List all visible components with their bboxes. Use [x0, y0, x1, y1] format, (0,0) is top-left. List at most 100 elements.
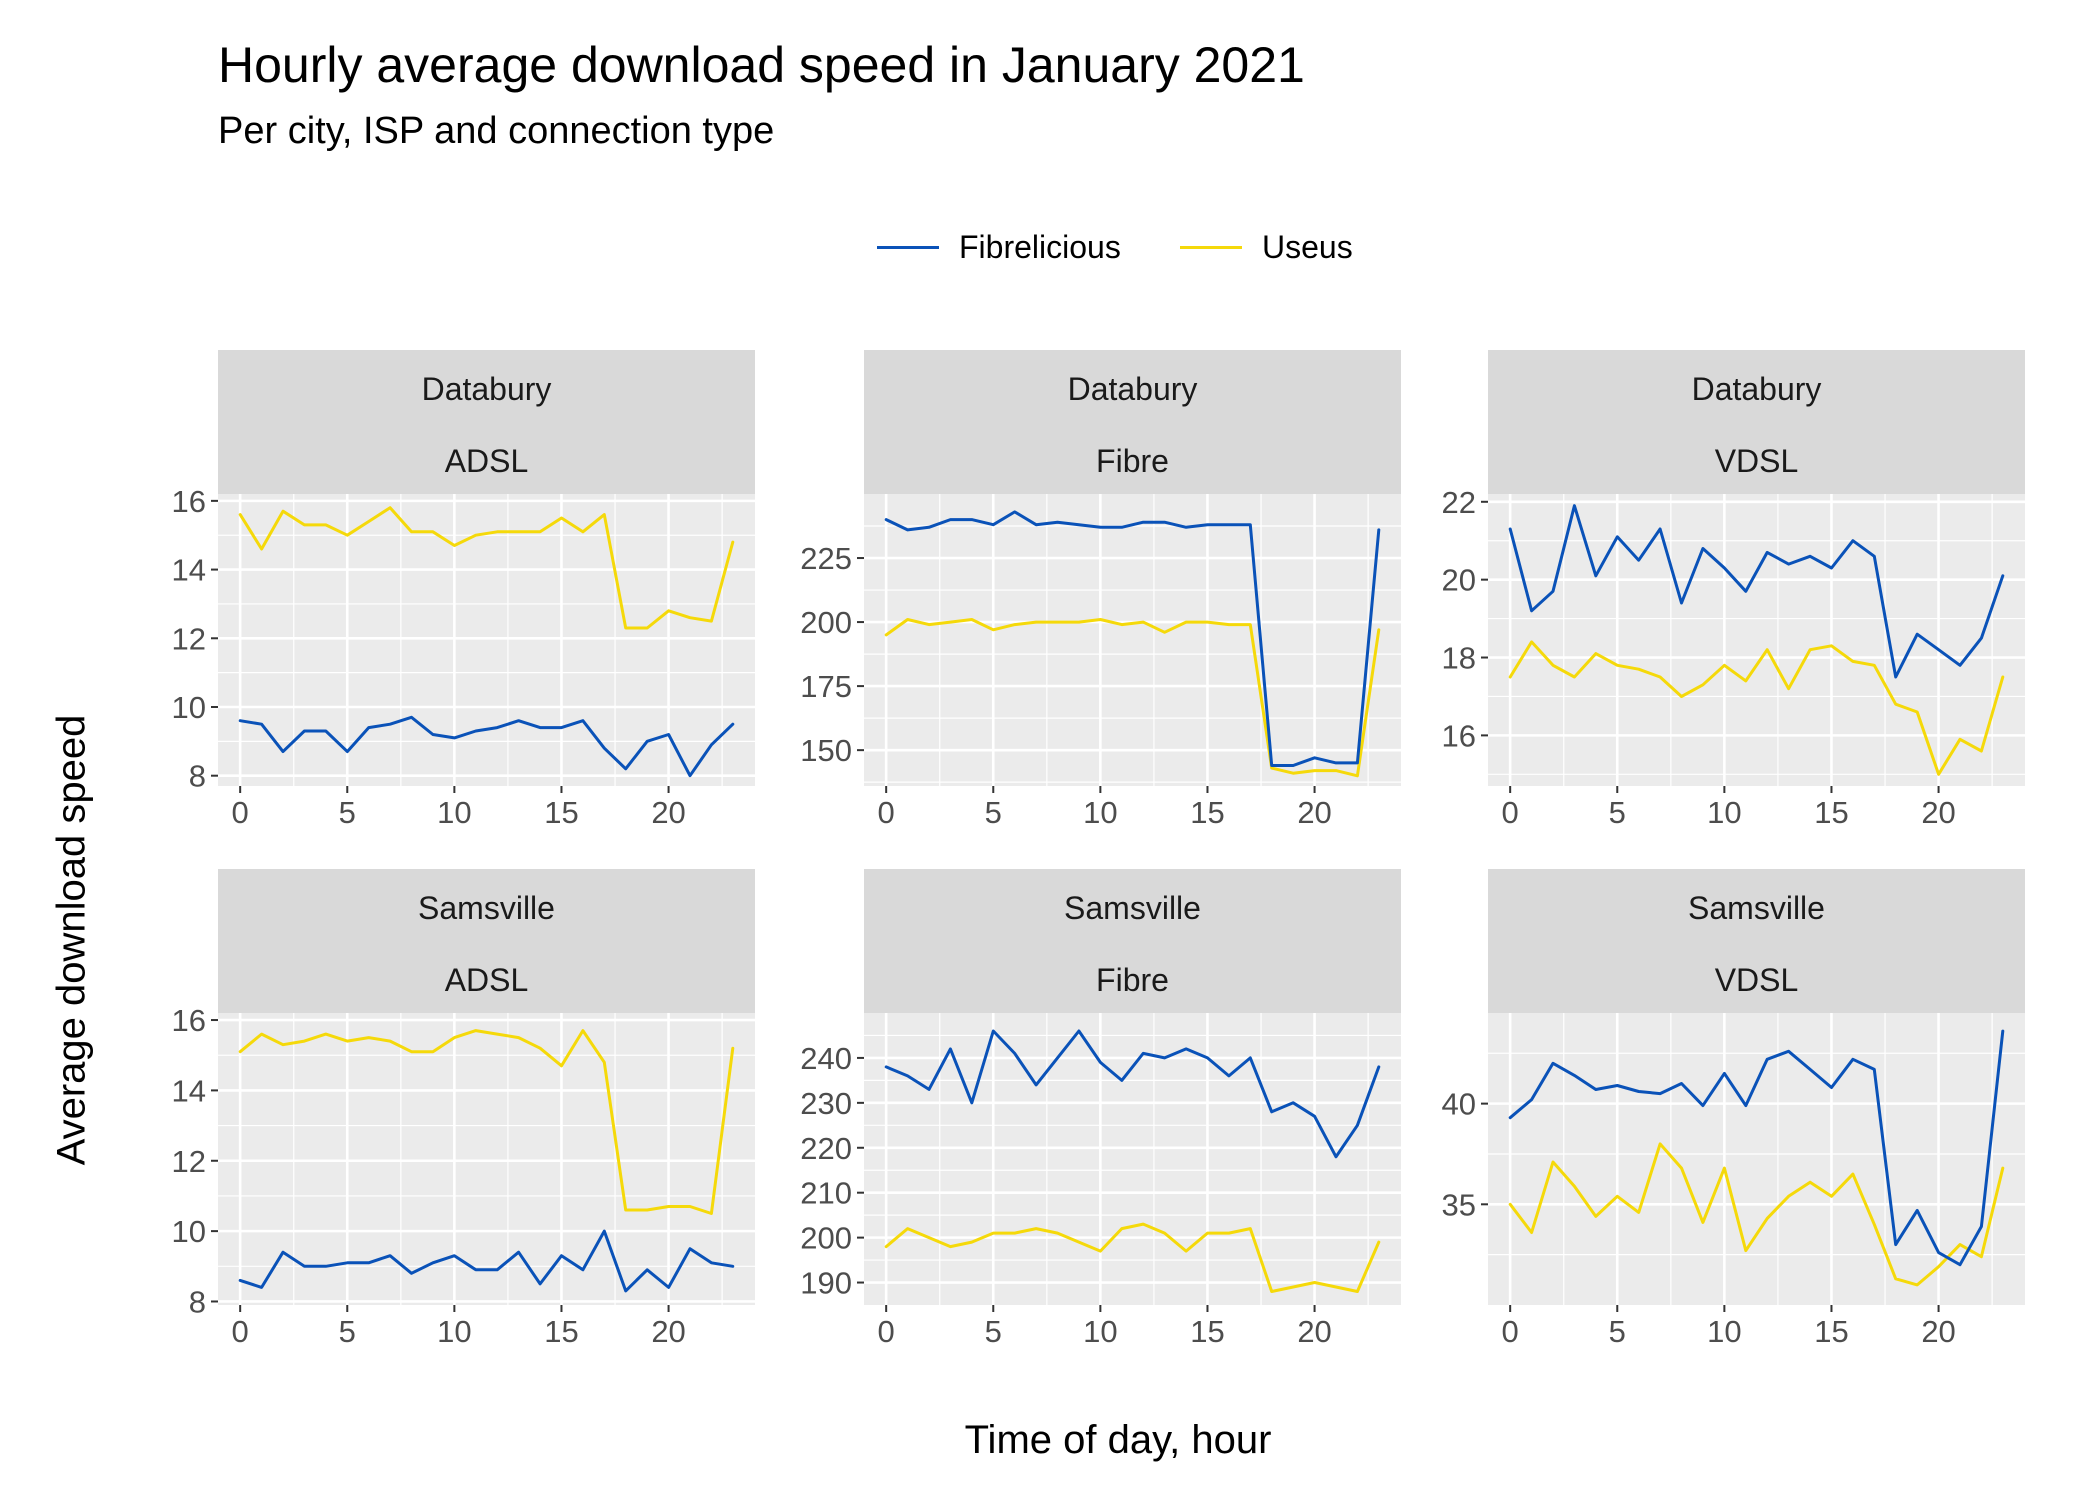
x-tick-label: 15 [544, 1314, 578, 1349]
x-tick-label: 0 [232, 795, 249, 830]
y-tick-label: 8 [189, 759, 206, 794]
y-tick-label: 240 [800, 1041, 852, 1076]
x-tick-label: 0 [1502, 1314, 1519, 1349]
y-tick-label: 220 [800, 1131, 852, 1166]
y-tick-label: 225 [800, 541, 852, 576]
series-line-useus [238, 506, 735, 630]
y-tick-label: 18 [1442, 641, 1476, 676]
facet-panel-samsville-fibre: Samsville Fibre 0 5 10 15 20 190 200 210 220 230 240 [800, 869, 1401, 1349]
legend-key-line [877, 245, 939, 249]
strip-label: VDSL [1715, 443, 1799, 479]
series-line-fibrelicious [238, 715, 735, 778]
x-tick-label: 20 [651, 1314, 685, 1349]
x-tick-label: 15 [1814, 795, 1848, 830]
series-line-useus [238, 1029, 735, 1215]
strip-label: Fibre [1096, 443, 1169, 479]
y-tick-label: 190 [800, 1266, 852, 1301]
legend-label: Useus [1262, 228, 1353, 265]
y-tick-label: 230 [800, 1086, 852, 1121]
y-tick-label: 10 [172, 690, 206, 725]
strip-background [864, 869, 1401, 1013]
y-tick-label: 175 [800, 669, 852, 704]
strip-label: Databury [1692, 371, 1822, 407]
legend-item-fibrelicious: Fibrelicious [877, 222, 1121, 272]
x-tick-label: 15 [544, 795, 578, 830]
x-tick-label: 20 [1921, 795, 1955, 830]
strip-background [1488, 869, 2025, 1013]
facet-panel-samsville-adsl: Samsville ADSL 0 5 10 15 20 8 10 12 14 16 [172, 869, 755, 1349]
y-tick-label: 16 [172, 484, 206, 519]
x-tick-label: 10 [1083, 795, 1117, 830]
x-tick-label: 0 [878, 1314, 895, 1349]
x-tick-label: 20 [651, 795, 685, 830]
strip-label: Fibre [1096, 962, 1169, 998]
x-tick-label: 15 [1190, 795, 1224, 830]
y-tick-label: 16 [1442, 718, 1476, 753]
y-tick-label: 12 [172, 621, 206, 656]
series-line-fibrelicious [1508, 504, 2005, 679]
x-tick-label: 0 [232, 1314, 249, 1349]
plot-background [218, 494, 755, 786]
x-tick-label: 15 [1814, 1314, 1848, 1349]
series-line-useus [1508, 640, 2005, 776]
x-tick-label: 0 [878, 795, 895, 830]
strip-label: Samsville [1688, 890, 1825, 926]
x-tick-label: 10 [437, 795, 471, 830]
plot-background [864, 494, 1401, 786]
x-tick-label: 20 [1297, 795, 1331, 830]
y-tick-label: 200 [800, 605, 852, 640]
x-axis-label: Time of day, hour [964, 1418, 1272, 1462]
facet-panel-databury-adsl: Databury ADSL 0 5 10 15 20 8 10 12 14 16 [172, 350, 755, 830]
strip-label: ADSL [445, 962, 529, 998]
facet-panel-databury-vdsl: Databury VDSL 0 5 10 15 20 16 18 20 22 [1442, 350, 2025, 830]
strip-label: VDSL [1715, 962, 1799, 998]
strip-background [218, 350, 755, 494]
y-tick-label: 16 [172, 1003, 206, 1038]
strip-background [218, 869, 755, 1013]
x-tick-label: 0 [1502, 795, 1519, 830]
y-tick-label: 210 [800, 1176, 852, 1211]
x-tick-label: 5 [985, 795, 1002, 830]
x-tick-label: 5 [1609, 1314, 1626, 1349]
strip-background [864, 350, 1401, 494]
plot-background [1488, 1013, 2025, 1305]
y-tick-label: 20 [1442, 563, 1476, 598]
series-line-fibrelicious [1508, 1029, 2005, 1267]
strip-label: Samsville [418, 890, 555, 926]
x-tick-label: 5 [1609, 795, 1626, 830]
plot-background [218, 1013, 755, 1305]
series-line-fibrelicious [884, 510, 1381, 767]
y-tick-label: 35 [1442, 1187, 1476, 1222]
y-tick-label: 10 [172, 1214, 206, 1249]
legend-item-useus: Useus [1180, 222, 1353, 272]
y-tick-label: 8 [189, 1284, 206, 1319]
strip-label: Samsville [1064, 890, 1201, 926]
chart-title: Hourly average download speed in January… [218, 37, 1305, 93]
series-line-fibrelicious [884, 1029, 1381, 1159]
x-tick-label: 5 [985, 1314, 1002, 1349]
y-tick-label: 14 [172, 553, 206, 588]
legend-label: Fibrelicious [959, 228, 1121, 265]
strip-background [1488, 350, 2025, 494]
x-tick-label: 20 [1921, 1314, 1955, 1349]
series-line-useus [884, 618, 1381, 778]
strip-label: ADSL [445, 443, 529, 479]
series-line-fibrelicious [238, 1229, 735, 1293]
plot-background [864, 1013, 1401, 1305]
y-tick-label: 14 [172, 1073, 206, 1108]
series-line-useus [1508, 1142, 2005, 1287]
plot-background [1488, 494, 2025, 786]
chart-subtitle: Per city, ISP and connection type [218, 110, 775, 152]
legend-key-line [1180, 245, 1242, 249]
y-tick-label: 22 [1442, 485, 1476, 520]
x-tick-label: 10 [437, 1314, 471, 1349]
x-tick-label: 10 [1707, 1314, 1741, 1349]
y-tick-label: 40 [1442, 1087, 1476, 1122]
x-tick-label: 10 [1707, 795, 1741, 830]
y-tick-label: 150 [800, 733, 852, 768]
x-tick-label: 5 [339, 1314, 356, 1349]
x-tick-label: 10 [1083, 1314, 1117, 1349]
x-tick-label: 5 [339, 795, 356, 830]
x-tick-label: 15 [1190, 1314, 1224, 1349]
